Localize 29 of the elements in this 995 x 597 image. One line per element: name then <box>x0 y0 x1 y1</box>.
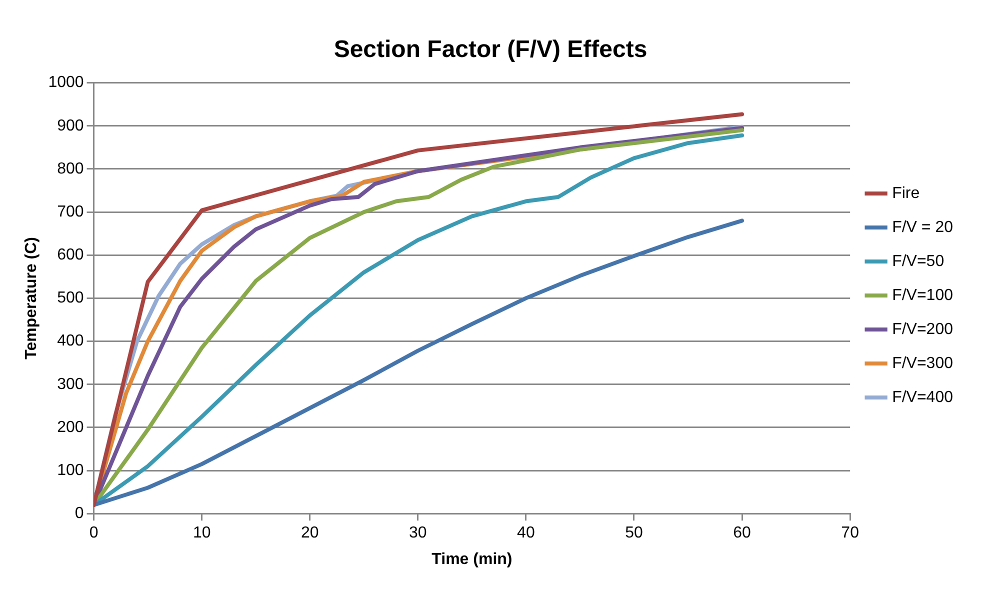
chart-title: Section Factor (F/V) Effects <box>334 36 648 64</box>
x-tick-label: 30 <box>409 524 427 542</box>
x-tick-label: 10 <box>192 524 211 542</box>
y-tick-label: 1000 <box>48 74 84 92</box>
legend-label: F/V=100 <box>892 286 954 304</box>
x-tick-label: 0 <box>89 524 98 542</box>
x-tick-label: 40 <box>517 524 535 542</box>
legend-label: F/V=50 <box>892 252 944 270</box>
y-tick-label: 700 <box>57 203 84 220</box>
y-tick-label: 0 <box>74 505 84 522</box>
legend-label: F/V = 20 <box>892 218 954 236</box>
y-tick-label: 600 <box>57 246 84 264</box>
x-axis-title: Time (min) <box>432 550 512 568</box>
y-tick-label: 300 <box>57 376 84 393</box>
y-tick-label: 100 <box>57 462 84 479</box>
y-tick-label: 900 <box>57 117 84 134</box>
y-axis-title: Temperature (C) <box>23 237 40 360</box>
legend-label: F/V=300 <box>892 354 954 372</box>
x-tick-label: 60 <box>733 524 752 542</box>
legend-label: F/V=400 <box>892 388 954 406</box>
y-tick-label: 400 <box>57 332 84 350</box>
legend-label: Fire <box>892 184 920 202</box>
x-tick-label: 20 <box>300 524 319 542</box>
y-tick-label: 800 <box>57 160 84 178</box>
legend-label: F/V=200 <box>892 320 954 338</box>
y-tick-label: 200 <box>57 418 84 436</box>
x-tick-label: 50 <box>625 524 643 542</box>
x-tick-label: 70 <box>841 524 860 542</box>
y-tick-label: 500 <box>57 290 84 307</box>
